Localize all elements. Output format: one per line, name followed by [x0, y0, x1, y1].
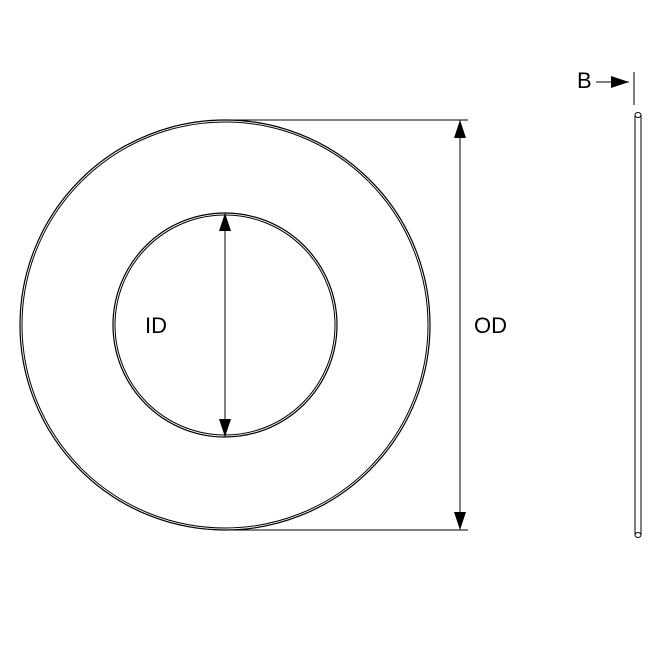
washer-technical-drawing: OD ID B — [0, 0, 670, 670]
b-arrowhead — [611, 76, 629, 88]
id-arrowhead-bottom — [219, 419, 231, 437]
id-arrowhead-top — [219, 213, 231, 231]
od-arrowhead-bottom — [454, 512, 466, 530]
id-dimension: ID — [145, 213, 231, 437]
side-top-cap — [635, 113, 641, 118]
od-label: OD — [474, 313, 507, 338]
side-bottom-cap — [635, 533, 641, 538]
b-label: B — [577, 68, 592, 93]
od-arrowhead-top — [454, 120, 466, 138]
washer-side-view — [635, 113, 641, 538]
od-dimension: OD — [225, 120, 507, 530]
id-label: ID — [145, 313, 167, 338]
b-dimension: B — [577, 68, 634, 105]
